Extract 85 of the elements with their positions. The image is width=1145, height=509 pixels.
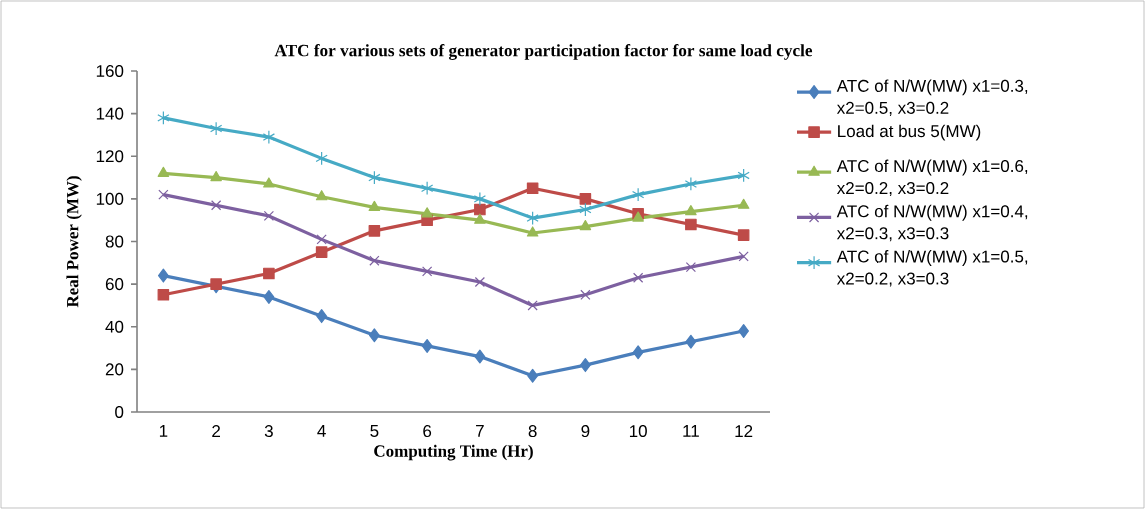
point — [210, 170, 222, 182]
x-tick-label: 6 — [423, 425, 432, 438]
x-tick-label: 8 — [528, 425, 537, 438]
point — [316, 234, 327, 245]
point — [474, 276, 485, 288]
y-tick-label: 80 — [105, 235, 124, 248]
point — [526, 226, 539, 237]
point — [315, 151, 328, 166]
x-tick-label: 5 — [370, 425, 379, 437]
x-tick-label: 7 — [476, 425, 484, 437]
y-tick-label: 0 — [115, 405, 124, 419]
point — [579, 202, 592, 217]
legend-label: ATC of N/W(MW) x1=0.3, x2=0.5, x3=0.2 — [836, 79, 1028, 116]
point — [421, 207, 433, 218]
point — [209, 121, 223, 136]
legend-label: ATC of N/W(MW) x1=0.6, x2=0.2, x3=0.2 — [836, 159, 1028, 197]
point — [421, 338, 433, 353]
point — [316, 309, 328, 324]
point — [368, 225, 381, 237]
legend-label: ATC of N/W(MW) x1=0.4, x2=0.3, x3=0.3 — [836, 204, 1028, 242]
x-tick-label: 4 — [317, 425, 326, 437]
point — [158, 189, 169, 200]
x-tick-label: 9 — [581, 425, 590, 438]
point — [579, 193, 592, 205]
point — [474, 203, 486, 216]
y-tick-label: 160 — [96, 65, 124, 78]
point — [420, 181, 434, 196]
point — [685, 261, 697, 273]
point — [263, 210, 275, 222]
point — [263, 289, 275, 304]
point — [526, 211, 539, 226]
point — [368, 200, 381, 211]
y-axis-title: Real Power (MW) — [66, 176, 82, 308]
point — [474, 349, 486, 364]
y-tick-label: 20 — [105, 363, 124, 376]
point — [263, 177, 275, 188]
point — [474, 213, 486, 224]
point — [422, 266, 433, 277]
legend-label: Load at bus 5(MW) — [838, 124, 981, 141]
x-tick-label: 10 — [629, 425, 647, 438]
x-tick-label: 12 — [735, 425, 753, 437]
point — [685, 218, 697, 231]
point — [579, 358, 591, 373]
x-axis-title: Computing Time (Hr) — [374, 444, 533, 461]
point — [737, 198, 750, 209]
y-tick-label: 140 — [96, 107, 124, 120]
point — [211, 200, 222, 211]
x-tick-label: 3 — [264, 425, 273, 438]
point — [473, 191, 487, 206]
point — [737, 229, 750, 241]
point — [685, 334, 697, 349]
x-tick-label: 11 — [683, 425, 699, 437]
point — [737, 168, 750, 183]
point — [157, 288, 170, 301]
point — [210, 278, 222, 290]
point — [315, 246, 328, 258]
point — [684, 176, 698, 191]
x-tick-label: 2 — [212, 425, 220, 437]
y-tick-label: 120 — [96, 150, 124, 163]
y-tick-label: 40 — [105, 320, 124, 333]
point — [579, 219, 592, 231]
point — [263, 267, 275, 280]
point — [157, 110, 170, 125]
chart-title: ATC for various sets of generator participation factor for same load cycle — [274, 44, 813, 60]
point — [580, 289, 591, 300]
point — [315, 190, 328, 201]
point — [685, 205, 697, 216]
x-tick-label: 1 — [159, 425, 168, 437]
y-tick-label: 60 — [105, 278, 124, 291]
point — [157, 166, 170, 177]
point — [369, 255, 380, 266]
point — [526, 182, 539, 195]
legend-label: ATC of N/W(MW) x1=0.5, x2=0.2, x3=0.3 — [836, 250, 1028, 287]
point — [632, 345, 644, 360]
point — [633, 272, 644, 283]
point — [631, 187, 645, 202]
point — [527, 368, 539, 383]
point — [527, 300, 538, 311]
point — [738, 324, 750, 339]
point — [157, 268, 169, 283]
point — [738, 251, 749, 262]
point — [368, 328, 380, 343]
y-tick-label: 100 — [96, 192, 124, 205]
point — [368, 170, 381, 185]
point — [262, 130, 276, 145]
